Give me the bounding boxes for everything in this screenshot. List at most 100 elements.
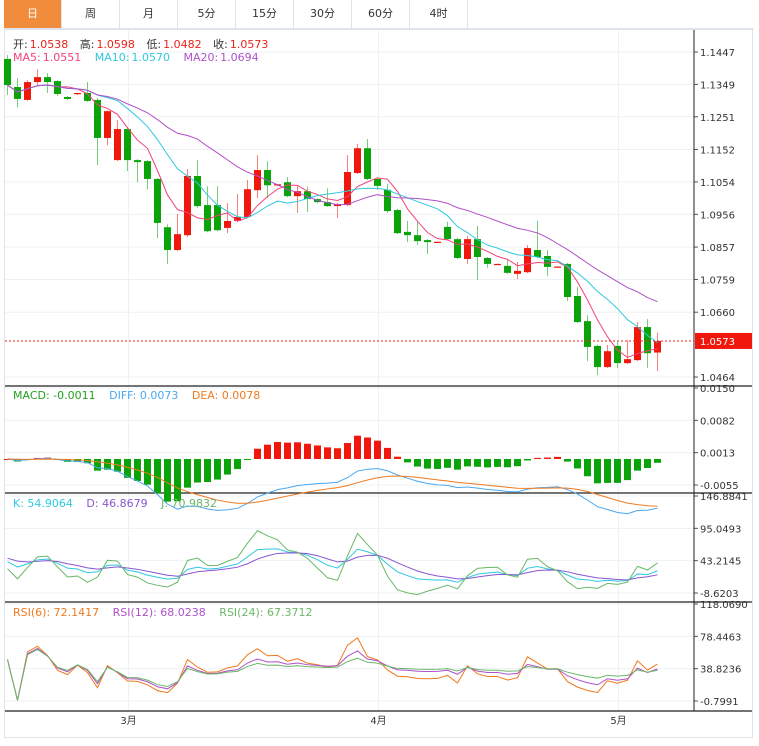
rsi-legend: RSI(6): 72.1417 RSI(12): 68.0238 RSI(24)…	[13, 606, 314, 619]
candle-down	[444, 226, 451, 240]
ma10-line	[7, 84, 658, 344]
macd-bar	[494, 458, 501, 467]
kdj-legend: K: 54.9064 D: 46.8679 J: 70.9832	[13, 497, 219, 510]
d-line	[7, 552, 658, 581]
macd-bar	[524, 458, 531, 461]
tab-week[interactable]: 周	[62, 0, 120, 28]
macd-bar	[244, 458, 251, 460]
macd-tick-label: 0.0082	[700, 416, 735, 427]
macd-legend: MACD: -0.0011 DIFF: 0.0073 DEA: 0.0078	[13, 389, 262, 402]
macd-tick-label: 0.0013	[700, 449, 735, 460]
tab-5min[interactable]: 5分	[178, 0, 236, 28]
macd-bar	[194, 458, 201, 483]
macd-bar	[344, 442, 351, 459]
tab-day[interactable]: 日	[4, 0, 62, 28]
macd-bar	[254, 448, 261, 459]
candle-up	[174, 234, 181, 251]
macd-bar	[304, 443, 311, 459]
ma20-value: 1.0694	[220, 51, 259, 64]
macd-bar	[554, 456, 561, 459]
ma5-value: 1.0551	[42, 51, 82, 64]
macd-bar	[364, 437, 371, 459]
candle-down	[154, 178, 161, 223]
macd-bar	[574, 458, 581, 469]
open-label: 开:	[13, 38, 28, 51]
candle-up	[514, 270, 521, 274]
macd-bar	[484, 458, 491, 468]
tab-15min[interactable]: 15分	[236, 0, 294, 28]
candle-up	[114, 129, 121, 161]
macd-bar	[614, 458, 621, 483]
dea-line	[7, 458, 658, 507]
candle-down	[194, 175, 201, 207]
macd-bar	[444, 458, 451, 468]
macd-bar	[214, 458, 221, 480]
candle-down	[414, 235, 421, 242]
candle-up	[354, 148, 361, 174]
tab-60min[interactable]: 60分	[352, 0, 410, 28]
macd-bar	[374, 440, 381, 459]
macd-bar	[74, 458, 81, 462]
dif-line	[7, 457, 658, 515]
candle-up	[244, 189, 251, 217]
candle-down	[14, 87, 21, 99]
tab-4hour[interactable]: 4时	[410, 0, 468, 28]
macd-bar	[514, 458, 521, 467]
macd-bar	[424, 458, 431, 469]
candle-down	[614, 345, 621, 364]
rsi12-value: RSI(12): 68.0238	[112, 606, 206, 619]
candle-down	[394, 210, 401, 234]
candle-down	[94, 99, 101, 138]
macd-bar	[634, 458, 641, 471]
rsi6-value: RSI(6): 72.1417	[13, 606, 100, 619]
ma-legend: MA5: 1.0551 MA10: 1.0570 MA20: 1.0694	[13, 51, 261, 64]
macd-value: MACD: -0.0011	[13, 389, 96, 402]
candle-up	[654, 340, 661, 353]
candle-up	[294, 191, 301, 197]
candle-down	[214, 205, 221, 231]
rsi-tick-label: -0.7991	[700, 697, 739, 708]
close-label: 收:	[213, 38, 228, 51]
macd-bar	[174, 458, 181, 502]
tab-30min[interactable]: 30分	[294, 0, 352, 28]
k-value: K: 54.9064	[13, 497, 73, 510]
macd-bar	[584, 458, 591, 477]
price-tick-label: 1.1251	[700, 113, 735, 124]
macd-bar	[464, 458, 471, 467]
low-label: 低:	[146, 38, 162, 51]
ma10-label: MA10:	[94, 51, 130, 64]
macd-bar	[434, 458, 441, 469]
j-line	[7, 530, 658, 596]
macd-bar	[94, 458, 101, 471]
macd-tick-label: 0.0150	[700, 384, 735, 395]
candle-down	[64, 96, 71, 99]
price-tick-label: 1.0857	[700, 243, 735, 254]
kdj-tick-label: 43.2145	[700, 557, 741, 568]
candle-up	[104, 111, 111, 138]
macd-bar	[644, 458, 651, 469]
price-tick-label: 1.0464	[700, 373, 735, 384]
k-line	[7, 548, 658, 583]
candle-down	[574, 295, 581, 323]
period-tabs: 日 周 月 5分 15分 30分 60分 4时	[4, 0, 754, 29]
chart-border	[4, 29, 753, 738]
candle-down	[54, 81, 61, 94]
ma20-label: MA20:	[183, 51, 219, 64]
candle-up	[234, 216, 241, 221]
candle-down	[144, 161, 151, 179]
candle-down	[644, 327, 651, 354]
rsi24-value: RSI(24): 67.3712	[219, 606, 313, 619]
rsi-tick-label: 118.0690	[700, 600, 748, 611]
macd-bar	[104, 458, 111, 470]
ma5-line	[7, 84, 658, 359]
candle-up	[624, 359, 631, 364]
last-price-badge	[695, 332, 752, 349]
macd-bar	[394, 456, 401, 459]
candle-down	[164, 227, 171, 251]
macd-bar	[404, 458, 411, 463]
macd-bar	[354, 435, 361, 459]
tab-month[interactable]: 月	[120, 0, 178, 28]
candle-up	[434, 241, 441, 243]
close-value: 1.0573	[229, 38, 269, 51]
